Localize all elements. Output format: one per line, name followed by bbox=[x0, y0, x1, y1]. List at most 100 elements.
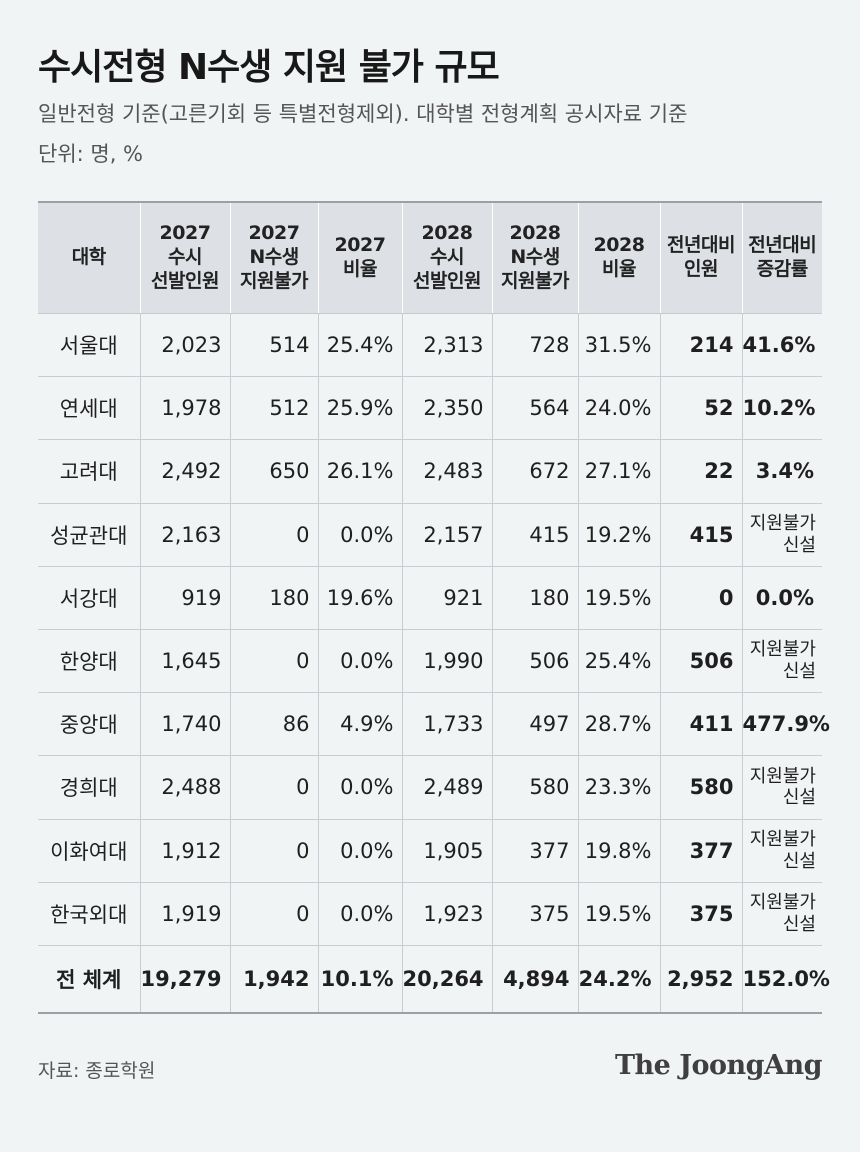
column-header-line: 선발인원 bbox=[151, 269, 219, 292]
column-header-line: 인원 bbox=[684, 258, 718, 280]
value-cell: 2,492 bbox=[139, 439, 230, 504]
university-cell: 중앙대 bbox=[38, 692, 140, 757]
value-cell: 2,163 bbox=[139, 503, 230, 567]
note-line: 신설 bbox=[782, 913, 816, 935]
university-cell: 이화여대 bbox=[38, 819, 140, 883]
value-cell: 2,157 bbox=[401, 503, 492, 567]
university-cell: 연세대 bbox=[38, 376, 140, 441]
value-cell: 2,350 bbox=[401, 376, 492, 441]
university-cell: 경희대 bbox=[38, 755, 140, 820]
source-label: 자료: 종로학원 bbox=[38, 1060, 156, 1082]
value-cell: 2,483 bbox=[401, 439, 492, 504]
table-row: 한양대 1,645 0 0.0% 1,990 506 25.4% 506 지원불가 신설 bbox=[38, 629, 822, 694]
university-cell: 서울대 bbox=[38, 313, 140, 378]
column-header-line: 증감률 bbox=[756, 258, 808, 280]
value-cell: 564 bbox=[491, 376, 578, 441]
value-cell: 1,912 bbox=[139, 819, 230, 883]
value-cell: 19,279 bbox=[139, 945, 230, 1014]
column-header-line: 2028 bbox=[509, 222, 561, 245]
value-cell: 0 bbox=[229, 755, 318, 820]
value-cell: 10.1% bbox=[317, 945, 402, 1014]
note-line: 지원불가 bbox=[749, 765, 816, 787]
value-cell: 375 bbox=[659, 882, 742, 946]
value-cell: 10.2% bbox=[741, 376, 822, 441]
value-cell: 지원불가 신설 bbox=[741, 882, 822, 946]
column-header: 대학 bbox=[38, 201, 140, 314]
value-cell: 1,733 bbox=[401, 692, 492, 757]
column-header: 전년대비 증감률 bbox=[741, 201, 822, 314]
table-row: 한국외대 1,919 0 0.0% 1,923 375 19.5% 375 지원불가 신설 bbox=[38, 882, 822, 946]
note-line: 지원불가 bbox=[749, 829, 816, 850]
value-cell: 지원불가 신설 bbox=[741, 819, 822, 883]
value-cell: 41.6% bbox=[741, 313, 822, 378]
table-row: 이화여대 1,912 0 0.0% 1,905 377 19.8% 377 지원불가 신설 bbox=[38, 819, 822, 883]
value-cell: 4,894 bbox=[491, 945, 578, 1014]
value-cell: 0.0% bbox=[317, 819, 402, 883]
value-cell: 506 bbox=[491, 629, 578, 694]
column-header-line: 비율 bbox=[343, 258, 377, 280]
note-line: 신설 bbox=[782, 534, 816, 556]
table-row: 연세대 1,978 512 25.9% 2,350 564 24.0% 52 10.2% bbox=[38, 376, 822, 441]
value-cell: 180 bbox=[491, 566, 578, 630]
table-row: 성균관대 2,163 0 0.0% 2,157 415 19.2% 415 지원불가 신설 bbox=[38, 503, 822, 567]
value-cell: 0 bbox=[229, 819, 318, 883]
value-cell: 28.7% bbox=[577, 692, 660, 757]
value-cell: 52 bbox=[659, 376, 742, 441]
value-cell: 2,023 bbox=[139, 313, 230, 378]
value-cell: 375 bbox=[491, 882, 578, 946]
value-cell: 2,313 bbox=[401, 313, 492, 378]
value-cell: 23.3% bbox=[577, 755, 660, 820]
value-cell: 580 bbox=[659, 755, 742, 820]
chart-title: 수시전형 N수생 지원 불가 규모 bbox=[38, 47, 500, 88]
table-row: 경희대 2,488 0 0.0% 2,489 580 23.3% 580 지원불가 신설 bbox=[38, 755, 822, 820]
column-header-line: N수생 bbox=[510, 246, 560, 269]
value-cell: 214 bbox=[659, 313, 742, 378]
chart-subtitle: 일반전형 기준(고른기회 등 특별전형제외). 대학별 전형계획 공시자료 기준 bbox=[38, 102, 688, 126]
value-cell: 2,489 bbox=[401, 755, 492, 820]
column-header-line: 2028 bbox=[593, 234, 645, 257]
value-cell: 0.0% bbox=[317, 503, 402, 567]
column-header-line: 2027 bbox=[334, 234, 386, 257]
column-header-line: N수생 bbox=[249, 246, 299, 269]
value-cell: 1,923 bbox=[401, 882, 492, 946]
value-cell: 1,978 bbox=[139, 376, 230, 441]
value-cell: 24.2% bbox=[577, 945, 660, 1014]
column-header-line: 2028 bbox=[421, 222, 473, 245]
value-cell: 1,905 bbox=[401, 819, 492, 883]
table-header-row: 대학 2027 수시 선발인원 2027 N수생 지원불가 2027 비율 2028 수시 선발인원 2… bbox=[38, 201, 822, 314]
value-cell: 180 bbox=[229, 566, 318, 630]
note-line: 지원불가 bbox=[749, 892, 816, 914]
column-header-line: 수시 bbox=[168, 246, 202, 269]
table-row: 중앙대 1,740 86 4.9% 1,733 497 28.7% 411 477.9% bbox=[38, 692, 830, 757]
note-line: 신설 bbox=[782, 850, 816, 872]
university-cell: 한국외대 bbox=[38, 882, 140, 946]
data-table: 대학 2027 수시 선발인원 2027 N수생 지원불가 2027 비율 2028 수시 선발인원 2… bbox=[38, 201, 830, 1014]
column-header: 2028 비율 bbox=[577, 201, 660, 314]
note-line: 지원불가 bbox=[749, 639, 816, 661]
value-cell: 415 bbox=[491, 503, 578, 567]
value-cell: 919 bbox=[139, 566, 230, 630]
value-cell: 20,264 bbox=[401, 945, 492, 1014]
value-cell: 27.1% bbox=[577, 439, 660, 504]
value-cell: 25.9% bbox=[317, 376, 402, 441]
column-header: 2028 수시 선발인원 bbox=[401, 201, 492, 314]
value-cell: 0 bbox=[229, 882, 318, 946]
value-cell: 19.2% bbox=[577, 503, 660, 567]
value-cell: 지원불가 신설 bbox=[741, 755, 822, 820]
value-cell: 25.4% bbox=[577, 629, 660, 694]
column-header-line: 지원불가 bbox=[240, 269, 308, 292]
university-cell: 고려대 bbox=[38, 439, 140, 504]
unit-label: 단위: 명, % bbox=[38, 142, 144, 166]
university-cell: 서강대 bbox=[38, 566, 140, 630]
value-cell: 0.0% bbox=[741, 566, 822, 630]
value-cell: 497 bbox=[491, 692, 578, 757]
table-row: 서울대 2,023 514 25.4% 2,313 728 31.5% 214 41.6% bbox=[38, 313, 822, 378]
value-cell: 4.9% bbox=[317, 692, 402, 757]
value-cell: 3.4% bbox=[741, 439, 822, 504]
column-header: 2027 비율 bbox=[317, 201, 402, 314]
value-cell: 0.0% bbox=[317, 629, 402, 694]
value-cell: 2,952 bbox=[659, 945, 742, 1014]
value-cell: 19.5% bbox=[577, 882, 660, 946]
table-row: 서강대 919 180 19.6% 921 180 19.5% 0 0.0% bbox=[38, 566, 822, 630]
value-cell: 728 bbox=[491, 313, 578, 378]
